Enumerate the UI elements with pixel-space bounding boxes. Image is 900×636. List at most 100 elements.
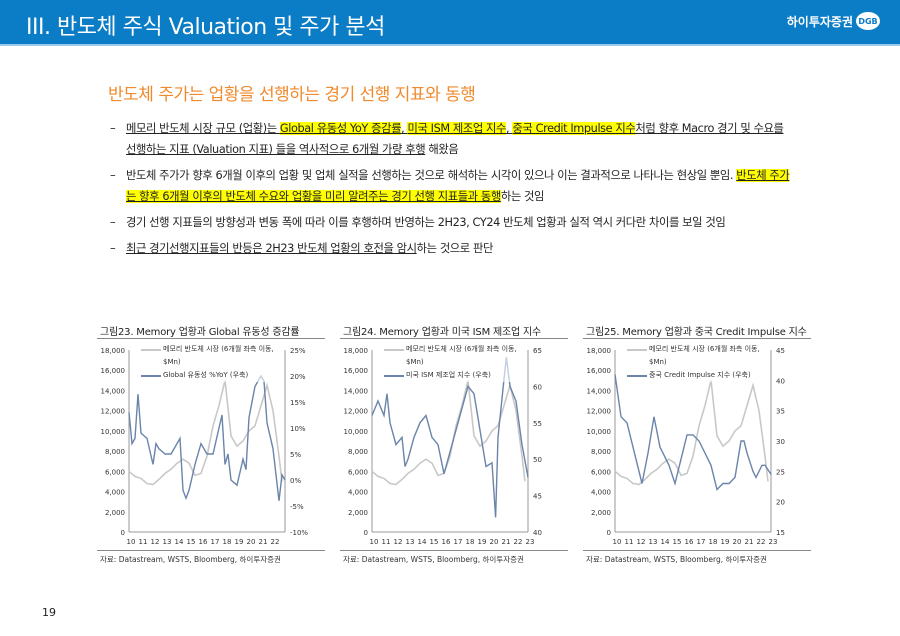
legend-entry: 메모리 반도체 시장 (6개월 좌측 이동, $Mn): [163, 343, 281, 369]
legend-label: 메모리 반도체 시장 (6개월 좌측 이동, $Mn): [163, 343, 281, 369]
title-divider: [97, 338, 325, 339]
source-divider: [340, 550, 568, 551]
legend-label: Global 유동성 %YoY (우축): [163, 369, 281, 382]
x-tick-label: 19: [721, 538, 730, 546]
x-tick-label: 18: [466, 538, 475, 546]
left-tick-label: 8,000: [105, 448, 125, 456]
bullet-text: 반도체 주가가 향후 6개월 이후의 업황 및 업체 실적을 선행하는 것으로 …: [126, 169, 737, 182]
right-tick-label: -10%: [290, 529, 308, 537]
chart-svg: 0 2,000 4,000 6,000 8,000 10,000 12,000 14,000 1…: [101, 343, 308, 546]
left-tick-label: 14,000: [344, 387, 369, 395]
x-tick-label: 15: [430, 538, 439, 546]
bullet-dash: –: [110, 242, 116, 255]
x-tick-label: 10: [370, 538, 379, 546]
x-tick-label: 13: [406, 538, 415, 546]
x-tick-label: 15: [187, 538, 196, 546]
right-tick-label: 25: [776, 468, 785, 476]
left-tick-label: 16,000: [344, 367, 369, 375]
highlighted-text: 미국 ISM 제조업 지수: [407, 122, 507, 135]
right-tick-label: 20: [776, 499, 785, 507]
chart-title: 그림24. Memory 업황과 미국 ISM 제조업 지수: [343, 327, 541, 338]
right-tick-label: 40: [533, 529, 542, 537]
right-tick-label: 45: [533, 493, 542, 501]
left-tick-label: 12,000: [344, 408, 369, 416]
left-tick-label: 10,000: [344, 428, 369, 436]
left-tick-label: 4,000: [348, 489, 368, 497]
logo-text: 하이투자증권: [786, 14, 853, 29]
x-tick-label: 14: [175, 538, 184, 546]
left-tick-label: 18,000: [344, 347, 369, 355]
x-tick-label: 21: [259, 538, 268, 546]
x-tick-label: 12: [394, 538, 403, 546]
highlighted-text: 중국 Credit Impulse 지수: [512, 122, 636, 135]
section-title: III. 반도체 주식 Valuation 및 주가 분석: [26, 15, 385, 40]
left-tick-label: 16,000: [101, 367, 126, 375]
legend-entry: 중국 Credit Impulse 지수 (우축): [649, 369, 767, 382]
chart-source: 자료: Datastream, WSTS, Bloomberg, 하이투자증권: [343, 555, 524, 564]
source-divider: [97, 550, 325, 551]
right-tick-label: 40: [776, 377, 785, 385]
source-divider: [583, 550, 811, 551]
right-tick-label: 15%: [290, 399, 306, 407]
left-tick-label: 2,000: [591, 509, 611, 517]
x-tick-label: 16: [199, 538, 208, 546]
legend-entry: 메모리 반도체 시장 (6개월 좌측 이동, $Mn): [649, 343, 767, 369]
bullet-text: ,: [401, 122, 408, 135]
left-tick-label: 8,000: [348, 448, 368, 456]
x-tick-label: 20: [490, 538, 499, 546]
bullet-item: – 메모리 반도체 시장 규모 (업황)는 Global 유동성 YoY 증감률,…: [110, 118, 790, 160]
page-number: 19: [42, 606, 56, 619]
memory-market-line: [128, 380, 283, 486]
x-tick-label: 10: [613, 538, 622, 546]
right-tick-label: 55: [533, 420, 542, 428]
x-tick-label: 11: [625, 538, 634, 546]
chart-source: 자료: Datastream, WSTS, Bloomberg, 하이투자증권: [100, 555, 281, 564]
bullet-list: – 메모리 반도체 시장 규모 (업황)는 Global 유동성 YoY 증감률,…: [110, 118, 790, 264]
bullet-text: ,: [506, 122, 513, 135]
x-tick-label: 16: [685, 538, 694, 546]
x-tick-label: 23: [769, 538, 778, 546]
chart-china-credit-impulse: 그림25. Memory 업황과 중국 Credit Impulse 지수 자료:…: [583, 320, 813, 570]
chart-title: 그림23. Memory 업황과 Global 유동성 증감률: [100, 327, 300, 338]
right-tick-label: 0%: [290, 477, 301, 485]
bullet-text: 처럼 향후 Macro 경기 및 수요를 선행하는 지표 (Valuation …: [126, 122, 784, 156]
left-tick-label: 10,000: [101, 428, 126, 436]
bullet-text: 메모리 반도체 시장 규모 (업황)는: [126, 122, 280, 135]
title-divider: [583, 338, 811, 339]
bullet-dash: –: [110, 216, 116, 229]
x-tick-label: 20: [733, 538, 742, 546]
company-logo: 하이투자증권 DGB: [787, 12, 880, 30]
left-tick-label: 12,000: [101, 408, 126, 416]
chart-svg: 0 2,000 4,000 6,000 8,000 10,000 12,000 14,000 1…: [344, 343, 542, 546]
left-tick-label: 6,000: [591, 468, 611, 476]
header-bar: III. 반도체 주식 Valuation 및 주가 분석 하이투자증권 DGB: [0, 0, 900, 46]
left-tick-label: 0: [364, 529, 368, 537]
bullet-text: 경기 선행 지표들의 방향성과 변동 폭에 따라 이를 후행하며 반영하는 2H…: [126, 216, 726, 229]
right-tick-label: 10%: [290, 425, 306, 433]
right-tick-label: -5%: [290, 503, 304, 511]
left-tick-label: 0: [121, 529, 125, 537]
x-tick-label: 21: [745, 538, 754, 546]
right-tick-label: 5%: [290, 451, 301, 459]
legend-entry: 미국 ISM 제조업 지수 (우축): [406, 369, 524, 382]
bullet-text: 하는 것임: [500, 190, 545, 203]
left-tick-label: 12,000: [587, 408, 612, 416]
x-tick-label: 16: [442, 538, 451, 546]
x-tick-label: 13: [649, 538, 658, 546]
bullet-item: – 최근 경기선행지표들의 반등은 2H23 반도체 업황의 호전을 암시하는 것…: [110, 238, 790, 259]
page-subtitle: 반도체 주가는 업황을 선행하는 경기 선행 지표와 동행: [108, 85, 476, 105]
left-tick-label: 6,000: [105, 468, 125, 476]
right-tick-label: 25%: [290, 347, 306, 355]
x-tick-label: 12: [151, 538, 160, 546]
x-tick-label: 14: [418, 538, 427, 546]
bullet-dash: –: [110, 122, 116, 135]
x-tick-label: 20: [247, 538, 256, 546]
x-tick-label: 13: [163, 538, 172, 546]
bullet-text: 최근 경기선행지표들의 반등은 2H23 반도체 업황의 호전을 암시: [126, 242, 417, 255]
legend-entry: Global 유동성 %YoY (우축): [163, 369, 281, 382]
right-tick-label: 50: [533, 456, 542, 464]
bullet-text: 하는 것으로 판단: [416, 242, 494, 255]
x-tick-label: 17: [697, 538, 706, 546]
